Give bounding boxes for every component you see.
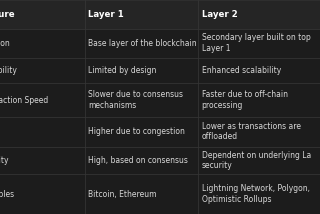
Bar bbox=[0, 29, 85, 58]
Text: Dependent on underlying La
security: Dependent on underlying La security bbox=[202, 151, 311, 170]
Text: Base layer of the blockchain: Base layer of the blockchain bbox=[88, 39, 196, 48]
Bar bbox=[198, 147, 320, 174]
Bar bbox=[85, 174, 198, 214]
Text: Transaction Speed: Transaction Speed bbox=[0, 95, 48, 105]
Bar bbox=[85, 117, 198, 147]
Bar bbox=[85, 29, 198, 58]
Bar bbox=[0, 147, 85, 174]
Text: Limited by design: Limited by design bbox=[88, 66, 156, 75]
Bar bbox=[198, 117, 320, 147]
Text: Bitcoin, Ethereum: Bitcoin, Ethereum bbox=[88, 190, 156, 199]
Bar bbox=[85, 147, 198, 174]
Bar bbox=[198, 0, 320, 29]
Text: Enhanced scalability: Enhanced scalability bbox=[202, 66, 281, 75]
Text: Scalability: Scalability bbox=[0, 66, 18, 75]
Text: Faster due to off-chain
processing: Faster due to off-chain processing bbox=[202, 90, 288, 110]
Bar bbox=[0, 174, 85, 214]
Text: High, based on consensus: High, based on consensus bbox=[88, 156, 188, 165]
Bar bbox=[85, 83, 198, 117]
Text: Layer 2: Layer 2 bbox=[202, 10, 237, 19]
Bar bbox=[0, 0, 85, 29]
Text: Function: Function bbox=[0, 39, 10, 48]
Bar bbox=[198, 29, 320, 58]
Text: Lightning Network, Polygon,
Optimistic Rollups: Lightning Network, Polygon, Optimistic R… bbox=[202, 184, 310, 204]
Text: Feature: Feature bbox=[0, 10, 15, 19]
Text: Secondary layer built on top
Layer 1: Secondary layer built on top Layer 1 bbox=[202, 33, 310, 53]
Bar bbox=[0, 117, 85, 147]
Bar bbox=[198, 174, 320, 214]
Text: Layer 1: Layer 1 bbox=[88, 10, 124, 19]
Text: Examples: Examples bbox=[0, 190, 15, 199]
Bar bbox=[198, 58, 320, 83]
Bar bbox=[0, 83, 85, 117]
Bar bbox=[198, 83, 320, 117]
Text: Slower due to consensus
mechanisms: Slower due to consensus mechanisms bbox=[88, 90, 183, 110]
Text: Security: Security bbox=[0, 156, 9, 165]
Text: Higher due to congestion: Higher due to congestion bbox=[88, 127, 185, 136]
Bar bbox=[85, 58, 198, 83]
Text: Lower as transactions are
offloaded: Lower as transactions are offloaded bbox=[202, 122, 300, 141]
Bar bbox=[85, 0, 198, 29]
Bar bbox=[0, 58, 85, 83]
